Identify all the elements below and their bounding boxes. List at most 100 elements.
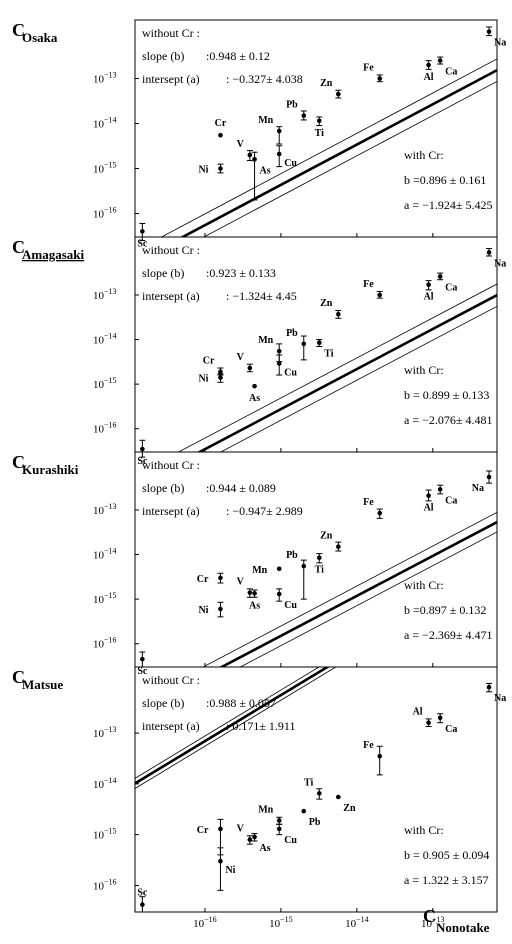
data-point-pb: Pb bbox=[301, 808, 321, 828]
intercept-value: : −0.947± 2.989 bbox=[226, 504, 303, 518]
point-label: Cr bbox=[197, 574, 209, 585]
point-label: Pb bbox=[286, 550, 298, 561]
marker bbox=[377, 292, 383, 298]
point-label: Pb bbox=[286, 100, 298, 111]
data-point-zn: Zn bbox=[336, 794, 356, 814]
point-label: Al bbox=[424, 72, 434, 83]
point-label: V bbox=[237, 577, 245, 588]
point-label: Na bbox=[472, 483, 484, 494]
data-point-na: Na bbox=[472, 470, 493, 494]
data-point-na: Na bbox=[486, 682, 506, 704]
data-point-as: As bbox=[251, 151, 271, 201]
marker bbox=[276, 151, 282, 157]
x-tick-label: 10−13 bbox=[421, 915, 445, 930]
marker bbox=[247, 365, 253, 371]
marker bbox=[377, 510, 383, 516]
point-label: Ti bbox=[315, 565, 324, 576]
point-label: As bbox=[260, 165, 271, 176]
point-label: Ni bbox=[198, 605, 208, 616]
with-cr-slope: b =0.896 ± 0.161 bbox=[404, 173, 486, 187]
marker bbox=[377, 76, 383, 81]
marker bbox=[426, 282, 431, 288]
y-tick-label: 10−14 bbox=[93, 776, 117, 791]
point-label: Al bbox=[413, 707, 423, 718]
data-point-pb: Pb bbox=[286, 550, 307, 600]
plot-frame bbox=[134, 666, 498, 913]
slope-label: slope (b) bbox=[142, 696, 184, 710]
regression-lines bbox=[177, 283, 497, 452]
marker bbox=[276, 566, 282, 572]
data-point-zn: Zn bbox=[320, 298, 342, 319]
point-label: Ca bbox=[445, 282, 457, 293]
marker bbox=[437, 715, 443, 721]
marker bbox=[336, 91, 341, 97]
point-label: Sc bbox=[137, 666, 148, 677]
y-tick-label: 10−14 bbox=[93, 332, 117, 347]
point-label: Cu bbox=[284, 835, 297, 846]
marker bbox=[486, 29, 492, 34]
data-point-ti: Ti bbox=[315, 116, 324, 139]
y-axis-label: C bbox=[12, 452, 25, 472]
regression-lines bbox=[135, 667, 337, 789]
data-point-ca: Ca bbox=[437, 484, 457, 506]
point-label: Ni bbox=[225, 865, 235, 876]
data-point-cu: Cu bbox=[276, 588, 297, 611]
y-tick-label: 10−15 bbox=[93, 160, 117, 175]
data-point-ca: Ca bbox=[437, 272, 457, 293]
data-point-sc: Sc bbox=[137, 222, 148, 249]
marker bbox=[140, 902, 145, 907]
intercept-label: intersept (a) bbox=[142, 504, 200, 518]
slope-value: :0.948 ± 0.12 bbox=[206, 49, 270, 63]
marker bbox=[316, 555, 322, 561]
point-label: Mn bbox=[258, 335, 273, 346]
confidence-upper-line bbox=[135, 667, 320, 779]
regression-lines bbox=[160, 58, 497, 237]
data-point-sc: Sc bbox=[137, 439, 148, 467]
data-point-al: Al bbox=[413, 707, 432, 727]
marker bbox=[336, 311, 341, 317]
point-label: Ti bbox=[304, 777, 313, 788]
intercept-value: : 0.171± 1.911 bbox=[226, 719, 295, 733]
y-tick-label: 10−16 bbox=[93, 205, 117, 220]
y-axis-label: C bbox=[12, 237, 25, 257]
point-label: Zn bbox=[320, 78, 333, 89]
data-point-as: As bbox=[249, 383, 260, 404]
with-cr-title: with Cr: bbox=[404, 148, 444, 162]
without-cr-title: without Cr : bbox=[142, 243, 200, 257]
y-tick-label: 10−13 bbox=[93, 71, 117, 86]
y-axis-label-subscript: Amagasaki bbox=[22, 247, 85, 262]
intercept-value: : −0.327± 4.038 bbox=[226, 72, 303, 86]
y-tick-label: 10−13 bbox=[93, 502, 117, 517]
data-point-ca: Ca bbox=[437, 713, 457, 735]
data-point-zn: Zn bbox=[320, 78, 342, 99]
x-axis-label-subscript: Nonotake bbox=[436, 920, 490, 935]
point-label: Fe bbox=[363, 497, 374, 508]
point-label: V bbox=[237, 352, 245, 363]
point-label: Ni bbox=[198, 374, 208, 385]
marker bbox=[218, 132, 223, 138]
data-point-ca: Ca bbox=[437, 56, 457, 78]
x-axis-label: C bbox=[423, 906, 436, 926]
point-label: Cr bbox=[197, 825, 209, 836]
data-point-mn: Mn bbox=[252, 565, 282, 576]
data-point-cr: Cr bbox=[197, 572, 224, 585]
confidence-upper-line bbox=[177, 283, 497, 452]
data-point-as: As bbox=[251, 833, 271, 854]
with-cr-slope: b = 0.905 ± 0.094 bbox=[404, 848, 489, 862]
y-tick-label: 10−15 bbox=[93, 376, 117, 391]
with-cr-intercept: a = −2.369± 4.471 bbox=[404, 628, 492, 642]
slope-label: slope (b) bbox=[142, 266, 184, 280]
confidence-lower-line bbox=[239, 531, 497, 667]
slope-label: slope (b) bbox=[142, 49, 184, 63]
with-cr-slope: b = 0.899 ± 0.133 bbox=[404, 388, 489, 402]
y-tick-label: 10−13 bbox=[93, 725, 117, 740]
point-label: Sc bbox=[137, 888, 148, 899]
marker bbox=[426, 62, 431, 68]
data-point-as: As bbox=[249, 589, 260, 611]
y-tick-label: 10−13 bbox=[93, 287, 117, 302]
point-label: Ca bbox=[445, 495, 457, 506]
marker bbox=[252, 383, 257, 389]
